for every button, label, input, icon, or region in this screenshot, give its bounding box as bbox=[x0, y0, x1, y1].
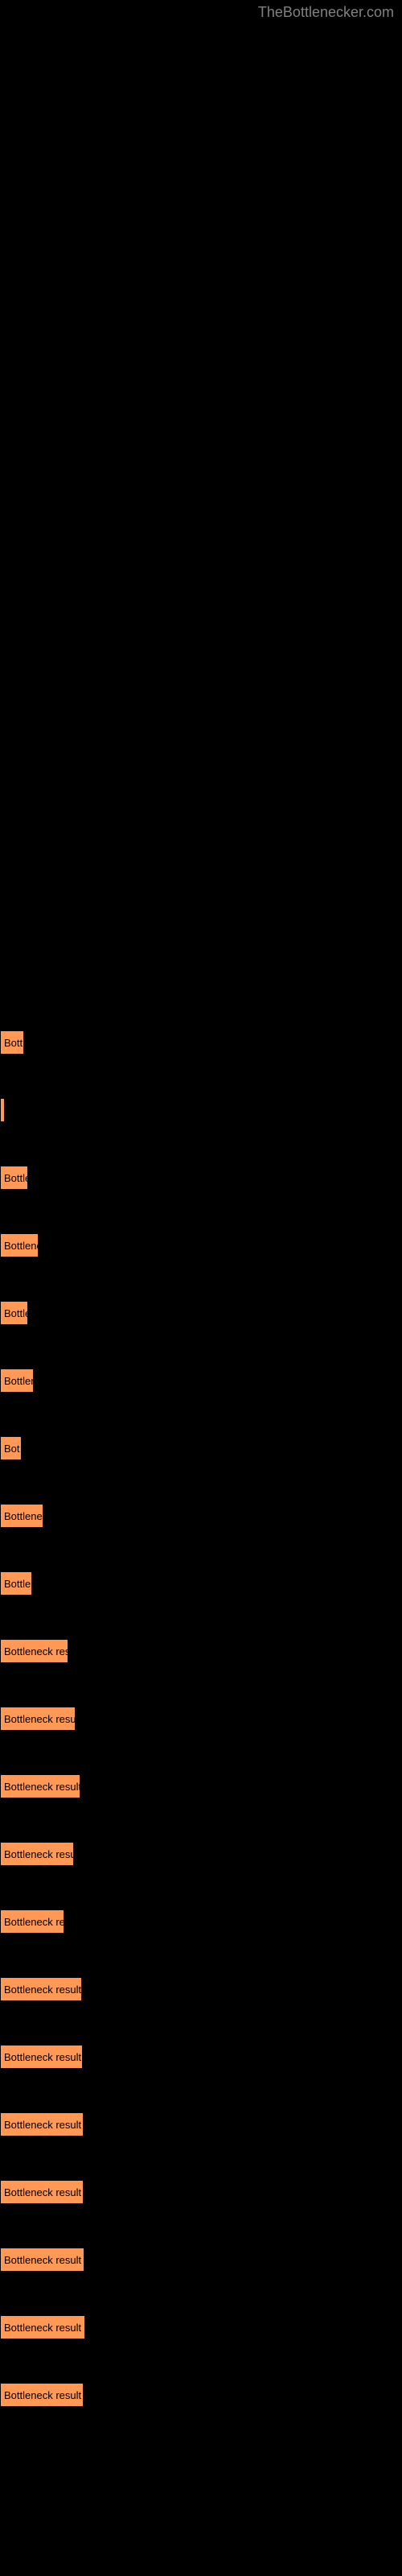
bar-row: Bottleneck res bbox=[0, 1615, 402, 1682]
bar: Bottleneck res bbox=[0, 1639, 68, 1663]
bar-chart: Bott Bottle Bottlenec Bottle Bottlen Bot Bottl… bbox=[0, 1006, 402, 2426]
bar: Bottle bbox=[0, 1166, 28, 1190]
bar-row: Bottle bbox=[0, 1277, 402, 1344]
bar-row: Bottleneck result bbox=[0, 1953, 402, 2021]
bar: Bottleneck result bbox=[0, 2248, 84, 2272]
bar-row: Bottleneck resu bbox=[0, 1682, 402, 1750]
bar bbox=[0, 1098, 5, 1122]
watermark: TheBottlenecker.com bbox=[258, 4, 394, 21]
bar-row: Bottleneck result bbox=[0, 2021, 402, 2088]
bar: Bottleneck result bbox=[0, 2180, 84, 2204]
bar: Bottlen bbox=[0, 1571, 32, 1596]
bar: Bottleneck resu bbox=[0, 1842, 74, 1866]
bar: Bottleneck result bbox=[0, 1774, 80, 1798]
bar: Bottlen bbox=[0, 1368, 34, 1393]
bar: Bottleneck result bbox=[0, 2112, 84, 2136]
bar-row: Bottleneck result bbox=[0, 2291, 402, 2359]
bar-row: Bottleneck result bbox=[0, 2156, 402, 2223]
bar: Bottleneck re bbox=[0, 1909, 64, 1934]
bar-row: Bottlen bbox=[0, 1547, 402, 1615]
bar-row: Bottleneck result bbox=[0, 2088, 402, 2156]
bar-row: Bottleneck result bbox=[0, 1750, 402, 1818]
bar-row: Bottle bbox=[0, 1141, 402, 1209]
bar: Bottleneck result bbox=[0, 2315, 85, 2339]
bar-row: Bott bbox=[0, 1006, 402, 1074]
bar-row: Bottleneck re bbox=[0, 1885, 402, 1953]
bar: Bottlenec bbox=[0, 1233, 39, 1257]
bar-row: Bottlenec bbox=[0, 1209, 402, 1277]
bar-row bbox=[0, 1074, 402, 1141]
bar-row: Bottlen bbox=[0, 1344, 402, 1412]
bar-row: Bottleneck result bbox=[0, 2223, 402, 2291]
bar-row: Bottleneck result bbox=[0, 2359, 402, 2426]
bar: Bottleneck result bbox=[0, 1977, 82, 2001]
bar-row: Bottleneck bbox=[0, 1480, 402, 1547]
bar: Bot bbox=[0, 1436, 22, 1460]
bar: Bott bbox=[0, 1030, 24, 1055]
bar: Bottleneck bbox=[0, 1504, 43, 1528]
bar-row: Bot bbox=[0, 1412, 402, 1480]
bar: Bottleneck result bbox=[0, 2045, 83, 2069]
bar: Bottleneck resu bbox=[0, 1707, 76, 1731]
bar: Bottle bbox=[0, 1301, 28, 1325]
bar: Bottleneck result bbox=[0, 2383, 84, 2407]
bar-row: Bottleneck resu bbox=[0, 1818, 402, 1885]
